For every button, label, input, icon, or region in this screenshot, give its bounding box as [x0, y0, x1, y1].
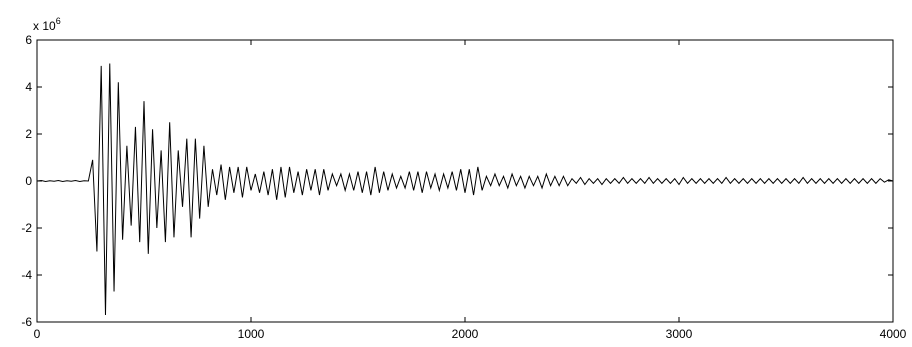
- y-tick-label: -2: [21, 221, 32, 235]
- plot-frame: [36, 39, 894, 323]
- y-tick-label: 2: [25, 127, 32, 141]
- signal-line: [36, 63, 894, 315]
- x-tick-label: 0: [34, 327, 41, 341]
- y-scale-label: x 106: [33, 16, 61, 33]
- y-tick-label: 4: [25, 80, 32, 94]
- x-tick-label: 4000: [880, 327, 907, 341]
- y-tick-label: -4: [21, 268, 32, 282]
- y-tick-label: -6: [21, 315, 32, 329]
- y-tick-label: 0: [25, 174, 32, 188]
- y-tick-label: 6: [25, 33, 32, 47]
- x-tick-label: 1000: [238, 327, 265, 341]
- y-scale-exponent: 6: [56, 16, 61, 26]
- y-scale-base: x 10: [33, 19, 56, 33]
- x-tick-label: 3000: [666, 327, 693, 341]
- x-tick-label: 2000: [452, 327, 479, 341]
